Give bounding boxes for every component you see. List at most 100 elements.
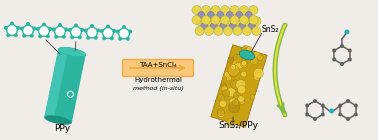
Circle shape xyxy=(26,22,30,26)
Circle shape xyxy=(22,34,26,38)
Circle shape xyxy=(254,74,260,80)
Polygon shape xyxy=(44,49,86,123)
Circle shape xyxy=(321,103,325,108)
Circle shape xyxy=(233,54,242,63)
Ellipse shape xyxy=(44,115,72,125)
Text: Hydrothermal: Hydrothermal xyxy=(134,77,182,83)
Circle shape xyxy=(228,67,236,75)
Circle shape xyxy=(313,99,317,103)
Circle shape xyxy=(227,118,234,126)
Polygon shape xyxy=(6,24,18,35)
Circle shape xyxy=(118,37,122,41)
Circle shape xyxy=(329,108,334,114)
Circle shape xyxy=(106,24,110,29)
Circle shape xyxy=(80,28,84,32)
Circle shape xyxy=(84,29,88,32)
Circle shape xyxy=(348,48,352,52)
Polygon shape xyxy=(54,25,66,37)
Circle shape xyxy=(217,110,225,118)
Circle shape xyxy=(96,29,100,32)
Circle shape xyxy=(231,64,236,70)
Circle shape xyxy=(201,23,208,30)
Circle shape xyxy=(313,117,317,121)
Circle shape xyxy=(46,34,50,38)
Circle shape xyxy=(348,58,352,61)
Circle shape xyxy=(217,94,225,101)
Circle shape xyxy=(90,24,94,28)
Circle shape xyxy=(240,60,248,68)
Circle shape xyxy=(250,94,255,99)
Circle shape xyxy=(219,100,226,107)
Circle shape xyxy=(233,26,242,36)
Polygon shape xyxy=(118,27,130,39)
Circle shape xyxy=(226,76,231,81)
Circle shape xyxy=(52,27,56,32)
Circle shape xyxy=(253,68,263,78)
Circle shape xyxy=(222,90,230,97)
Polygon shape xyxy=(211,45,267,127)
Circle shape xyxy=(201,5,211,15)
Circle shape xyxy=(220,5,229,15)
Circle shape xyxy=(241,46,250,54)
Circle shape xyxy=(240,5,248,15)
Circle shape xyxy=(242,61,247,66)
Circle shape xyxy=(231,80,240,89)
Polygon shape xyxy=(86,26,98,38)
Circle shape xyxy=(332,48,336,52)
Circle shape xyxy=(86,36,90,40)
Circle shape xyxy=(195,17,204,25)
Circle shape xyxy=(210,23,217,30)
Circle shape xyxy=(235,80,246,90)
Circle shape xyxy=(225,72,230,77)
Circle shape xyxy=(48,27,52,31)
Circle shape xyxy=(230,16,239,24)
Circle shape xyxy=(214,26,223,36)
Circle shape xyxy=(221,83,226,88)
Circle shape xyxy=(232,60,236,64)
Circle shape xyxy=(305,103,309,108)
Circle shape xyxy=(249,5,258,15)
Circle shape xyxy=(226,11,233,18)
Circle shape xyxy=(110,36,114,40)
FancyBboxPatch shape xyxy=(122,60,194,76)
Circle shape xyxy=(321,113,325,116)
Circle shape xyxy=(236,11,243,18)
Circle shape xyxy=(94,36,98,40)
Circle shape xyxy=(10,22,14,25)
Circle shape xyxy=(20,26,24,31)
Circle shape xyxy=(247,51,254,59)
Circle shape xyxy=(253,52,260,60)
Circle shape xyxy=(112,29,116,33)
Circle shape xyxy=(222,86,227,91)
Circle shape xyxy=(214,17,223,25)
Text: SnS₂/PPy: SnS₂/PPy xyxy=(218,121,258,130)
Circle shape xyxy=(232,99,239,106)
Circle shape xyxy=(207,11,214,18)
Circle shape xyxy=(233,17,242,25)
Circle shape xyxy=(238,96,244,102)
Circle shape xyxy=(340,44,344,48)
Circle shape xyxy=(38,34,42,38)
Circle shape xyxy=(228,101,240,113)
Circle shape xyxy=(223,17,232,25)
Circle shape xyxy=(241,71,246,77)
Circle shape xyxy=(229,23,236,30)
Circle shape xyxy=(238,86,246,94)
Circle shape xyxy=(234,59,245,69)
Circle shape xyxy=(230,5,239,15)
Circle shape xyxy=(6,33,10,37)
Circle shape xyxy=(239,23,246,30)
Circle shape xyxy=(192,16,201,24)
Circle shape xyxy=(128,30,132,33)
Circle shape xyxy=(68,28,72,32)
Circle shape xyxy=(252,17,261,25)
Text: TAA+SnCl₄: TAA+SnCl₄ xyxy=(139,62,177,68)
Circle shape xyxy=(340,62,344,66)
Circle shape xyxy=(62,35,66,39)
Circle shape xyxy=(102,36,106,40)
Circle shape xyxy=(32,26,36,31)
Circle shape xyxy=(217,109,225,116)
Polygon shape xyxy=(70,25,82,37)
Ellipse shape xyxy=(58,47,86,57)
Circle shape xyxy=(100,29,104,33)
